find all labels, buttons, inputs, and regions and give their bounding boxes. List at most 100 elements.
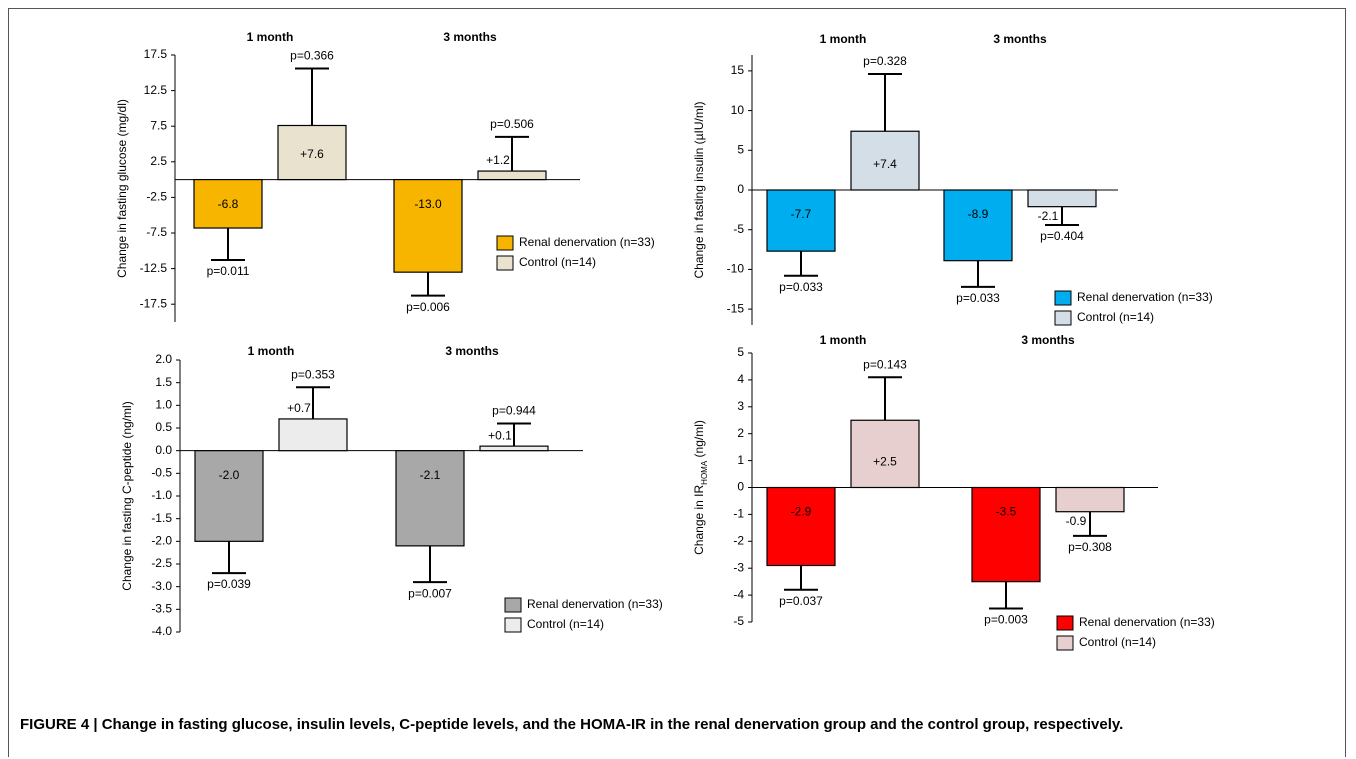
value-label: -6.8: [218, 197, 239, 211]
legend-label: Control (n=14): [519, 255, 596, 269]
y-tick-label: -2.5: [146, 190, 167, 204]
y-tick-label: -2.0: [151, 534, 172, 548]
y-axis-label: Change in IRHOMA (ng/ml): [692, 420, 708, 555]
y-tick-label: -17.5: [140, 296, 168, 310]
y-axis-label: Change in fasting C-peptide (ng/ml): [120, 401, 134, 590]
legend-label: Renal denervation (n=33): [527, 597, 663, 611]
category-label: 3 months: [445, 344, 499, 358]
y-axis-label-part: (ng/ml): [692, 420, 706, 461]
y-tick-label: -10: [727, 262, 745, 276]
legend-swatch: [1054, 310, 1072, 326]
p-value-label: p=0.033: [956, 291, 1000, 305]
y-tick-label: 7.5: [150, 118, 167, 132]
legend-swatch: [1054, 290, 1072, 306]
legend-swatch: [504, 617, 522, 633]
legend-label: Renal denervation (n=33): [519, 235, 655, 249]
y-axis-label-part: Change in fasting insulin (µIU/ml): [692, 102, 706, 279]
y-tick-label: 5: [737, 142, 744, 156]
value-label: -8.9: [968, 207, 989, 221]
bar: [194, 450, 264, 542]
p-value-label: p=0.308: [1068, 540, 1112, 554]
legend-label: Control (n=14): [1077, 310, 1154, 324]
value-label: -3.5: [996, 505, 1017, 519]
p-value-label: p=0.037: [779, 594, 823, 608]
y-axis-label: Change in fasting glucose (mg/dl): [115, 99, 129, 278]
legend-swatch: [504, 597, 522, 613]
bar: [766, 486, 836, 567]
value-label: -13.0: [414, 197, 442, 211]
legend-swatch: [1056, 635, 1074, 651]
category-label: 3 months: [993, 32, 1047, 46]
y-tick-label: -1.5: [151, 511, 172, 525]
legend-swatch: [496, 255, 514, 271]
y-tick-label: -3.5: [151, 602, 172, 616]
value-label: -7.7: [791, 207, 812, 221]
y-tick-label: 0: [737, 480, 744, 494]
category-label: 1 month: [820, 32, 867, 46]
y-tick-label: 4: [737, 372, 744, 386]
bar: [850, 419, 920, 489]
category-label: 3 months: [443, 30, 497, 44]
y-tick-label: 2.5: [150, 154, 167, 168]
p-value-label: p=0.039: [207, 577, 251, 591]
p-value-label: p=0.006: [406, 300, 450, 314]
bar: [766, 189, 836, 252]
p-value-label: p=0.143: [863, 357, 907, 371]
bar: [1055, 486, 1125, 513]
y-tick-label: 0.0: [155, 443, 172, 457]
value-label: -2.9: [791, 505, 812, 519]
y-axis-label: Change in fasting insulin (µIU/ml): [692, 102, 706, 279]
figure: 17.5 12.5 7.5 2.5 -2.5 -7.5 -12.5 -17.5 Change i…: [115, 30, 1215, 651]
value-label: +0.1: [488, 428, 512, 442]
p-value-label: p=0.003: [984, 613, 1028, 627]
y-tick-label: -5: [733, 222, 744, 236]
p-value-label: p=0.366: [290, 49, 334, 63]
y-tick-label: -5: [733, 614, 744, 628]
p-value-label: p=0.404: [1040, 229, 1084, 243]
value-label: -2.0: [219, 468, 240, 482]
y-tick-label: -15: [727, 301, 745, 315]
y-axis-label-part: Change in fasting glucose (mg/dl): [115, 99, 129, 278]
value-label: +0.7: [287, 401, 311, 415]
y-tick-label: 15: [731, 63, 745, 77]
bar: [395, 450, 465, 547]
y-tick-label: 1: [737, 453, 744, 467]
legend-swatch: [496, 235, 514, 251]
category-label: 1 month: [247, 30, 294, 44]
legend-label: Renal denervation (n=33): [1077, 290, 1213, 304]
value-label: -0.9: [1066, 514, 1087, 528]
value-label: +1.2: [486, 153, 510, 167]
y-tick-label: 10: [731, 103, 745, 117]
legend-swatch: [1056, 615, 1074, 631]
p-value-label: p=0.011: [207, 264, 250, 278]
p-value-label: p=0.033: [779, 280, 823, 294]
y-tick-label: 0: [737, 182, 744, 196]
y-axis-label-part: Change in IR: [692, 484, 706, 554]
value-label: +2.5: [873, 455, 897, 469]
y-tick-label: -1.0: [151, 488, 172, 502]
y-tick-label: 3: [737, 399, 744, 413]
y-tick-label: -4: [733, 587, 744, 601]
legend-label: Control (n=14): [1079, 635, 1156, 649]
category-label: 1 month: [248, 344, 295, 358]
y-tick-label: -12.5: [140, 261, 168, 275]
p-value-label: p=0.007: [408, 586, 452, 600]
y-tick-label: -3.0: [151, 579, 172, 593]
bar: [278, 418, 348, 452]
y-tick-label: -3: [733, 560, 744, 574]
y-tick-label: -1: [733, 507, 744, 521]
y-tick-label: 0.5: [155, 420, 172, 434]
y-tick-label: 2.0: [155, 352, 172, 366]
y-tick-label: 1.5: [155, 375, 172, 389]
p-value-label: p=0.328: [863, 54, 907, 68]
p-value-label: p=0.944: [492, 404, 536, 418]
legend-label: Renal denervation (n=33): [1079, 615, 1215, 629]
p-value-label: p=0.506: [490, 117, 534, 131]
bar: [971, 486, 1041, 583]
figure-frame: [8, 8, 1346, 757]
bar: [477, 170, 547, 181]
bar: [277, 124, 347, 181]
value-label: -2.1: [420, 468, 441, 482]
y-tick-label: 5: [737, 345, 744, 359]
